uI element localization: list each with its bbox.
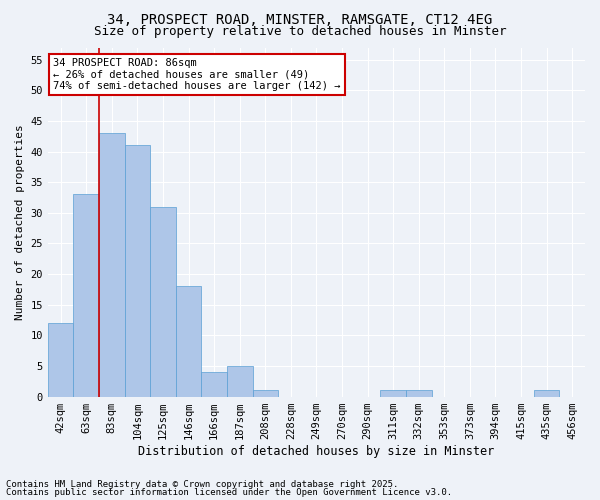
Bar: [534, 390, 559, 396]
Bar: [73, 194, 99, 396]
Bar: [380, 390, 406, 396]
Bar: [406, 390, 431, 396]
Bar: [176, 286, 202, 397]
Bar: [253, 390, 278, 396]
Bar: [202, 372, 227, 396]
Bar: [99, 133, 125, 396]
Text: Size of property relative to detached houses in Minster: Size of property relative to detached ho…: [94, 25, 506, 38]
Bar: [150, 206, 176, 396]
Bar: [227, 366, 253, 396]
Text: Contains public sector information licensed under the Open Government Licence v3: Contains public sector information licen…: [6, 488, 452, 497]
Bar: [48, 323, 73, 396]
Text: Contains HM Land Registry data © Crown copyright and database right 2025.: Contains HM Land Registry data © Crown c…: [6, 480, 398, 489]
X-axis label: Distribution of detached houses by size in Minster: Distribution of detached houses by size …: [139, 444, 494, 458]
Bar: [125, 146, 150, 396]
Text: 34 PROSPECT ROAD: 86sqm
← 26% of detached houses are smaller (49)
74% of semi-de: 34 PROSPECT ROAD: 86sqm ← 26% of detache…: [53, 58, 341, 91]
Text: 34, PROSPECT ROAD, MINSTER, RAMSGATE, CT12 4EG: 34, PROSPECT ROAD, MINSTER, RAMSGATE, CT…: [107, 12, 493, 26]
Y-axis label: Number of detached properties: Number of detached properties: [15, 124, 25, 320]
